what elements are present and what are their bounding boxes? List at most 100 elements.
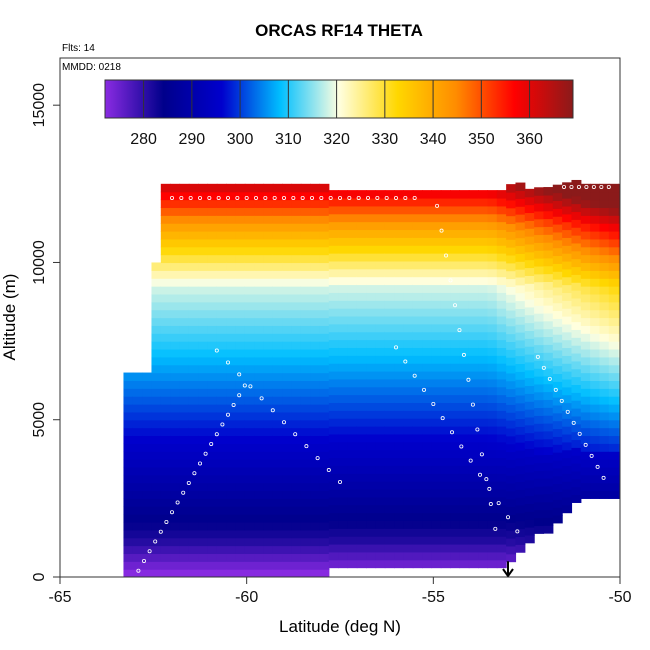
field-cell bbox=[151, 482, 162, 492]
field-cell bbox=[412, 221, 423, 231]
field-cell bbox=[328, 536, 339, 545]
field-cell bbox=[272, 466, 283, 476]
field-cell bbox=[431, 457, 442, 466]
field-cell bbox=[328, 473, 339, 482]
track-point bbox=[337, 480, 342, 485]
field-cell bbox=[338, 308, 349, 317]
field-cell bbox=[366, 512, 377, 521]
field-cell bbox=[244, 514, 255, 523]
field-cell bbox=[403, 370, 414, 380]
field-cell bbox=[515, 198, 526, 207]
field-cell bbox=[142, 521, 153, 531]
field-cell bbox=[543, 304, 554, 314]
field-cell bbox=[263, 348, 274, 358]
date-annotation: MMDD: 0218 bbox=[62, 62, 121, 73]
field-cell bbox=[254, 459, 265, 468]
field-cell bbox=[366, 457, 377, 466]
field-cell bbox=[207, 207, 218, 216]
x-axis-label: Latitude (deg N) bbox=[279, 617, 401, 636]
field-cell bbox=[496, 308, 507, 317]
field-cell bbox=[244, 435, 255, 444]
field-cell bbox=[216, 317, 227, 326]
field-cell bbox=[599, 333, 610, 342]
field-cell bbox=[487, 221, 498, 231]
field-cell bbox=[198, 238, 209, 248]
field-cell bbox=[244, 427, 255, 437]
field-cell bbox=[244, 223, 255, 232]
field-cell bbox=[188, 183, 199, 193]
field-cell bbox=[375, 410, 386, 419]
field-cell bbox=[272, 254, 283, 264]
field-cell bbox=[170, 341, 181, 350]
field-cell bbox=[524, 196, 535, 206]
field-cell bbox=[226, 396, 237, 405]
field-cell bbox=[123, 521, 134, 531]
field-cell bbox=[543, 257, 554, 267]
field-cell bbox=[319, 388, 330, 397]
field-cell bbox=[132, 545, 143, 555]
field-cell bbox=[440, 543, 451, 553]
field-cell bbox=[618, 262, 620, 271]
field-cell bbox=[506, 199, 517, 209]
field-cell bbox=[571, 431, 582, 441]
field-cell bbox=[543, 399, 554, 408]
field-cell bbox=[300, 498, 311, 507]
field-cell bbox=[543, 289, 554, 298]
field-cell bbox=[319, 411, 330, 421]
field-cell bbox=[524, 251, 535, 261]
field-cell bbox=[282, 506, 293, 515]
field-cell bbox=[226, 325, 237, 334]
field-cell bbox=[618, 278, 620, 287]
field-cell bbox=[263, 199, 274, 209]
field-cell bbox=[207, 356, 218, 366]
field-cell bbox=[515, 331, 526, 341]
field-cell bbox=[440, 520, 451, 529]
field-cell bbox=[394, 347, 405, 356]
track-point bbox=[291, 195, 296, 200]
field-cell bbox=[468, 237, 479, 246]
field-cell bbox=[170, 553, 181, 562]
field-cell bbox=[198, 348, 209, 358]
field-cell bbox=[263, 411, 274, 421]
field-cell bbox=[599, 396, 610, 405]
field-cell bbox=[366, 418, 377, 427]
field-cell bbox=[412, 205, 423, 215]
field-cell bbox=[272, 482, 283, 492]
field-cell bbox=[506, 451, 517, 460]
track-point bbox=[347, 195, 352, 200]
field-cell bbox=[412, 315, 423, 325]
field-cell bbox=[450, 418, 461, 427]
field-cell bbox=[142, 514, 153, 523]
field-cell bbox=[571, 478, 582, 488]
field-cell bbox=[394, 268, 405, 278]
field-cell bbox=[366, 260, 377, 270]
field-cell bbox=[207, 545, 218, 555]
field-cell bbox=[431, 331, 442, 341]
field-cell bbox=[244, 498, 255, 507]
field-cell bbox=[338, 528, 349, 537]
field-cell bbox=[272, 529, 283, 539]
field-cell bbox=[515, 206, 526, 215]
field-cell bbox=[412, 308, 423, 317]
field-cell bbox=[608, 435, 619, 444]
field-cell bbox=[571, 242, 582, 252]
field-cell bbox=[123, 498, 134, 507]
field-cell bbox=[618, 191, 620, 201]
field-cell bbox=[170, 286, 181, 295]
field-cell bbox=[310, 427, 321, 437]
field-cell bbox=[496, 292, 507, 301]
field-cell bbox=[468, 268, 479, 278]
field-cell bbox=[216, 514, 227, 523]
field-cell bbox=[478, 197, 489, 207]
field-cell bbox=[562, 323, 573, 333]
field-cell bbox=[179, 246, 190, 256]
colorbar-tick-label: 360 bbox=[516, 131, 543, 148]
field-cell bbox=[207, 498, 218, 507]
field-cell bbox=[319, 459, 330, 468]
field-cell bbox=[254, 238, 265, 248]
field-cell bbox=[198, 451, 209, 460]
field-cell bbox=[450, 370, 461, 380]
field-cell bbox=[142, 419, 153, 429]
field-cell bbox=[272, 451, 283, 460]
field-cell bbox=[226, 506, 237, 515]
